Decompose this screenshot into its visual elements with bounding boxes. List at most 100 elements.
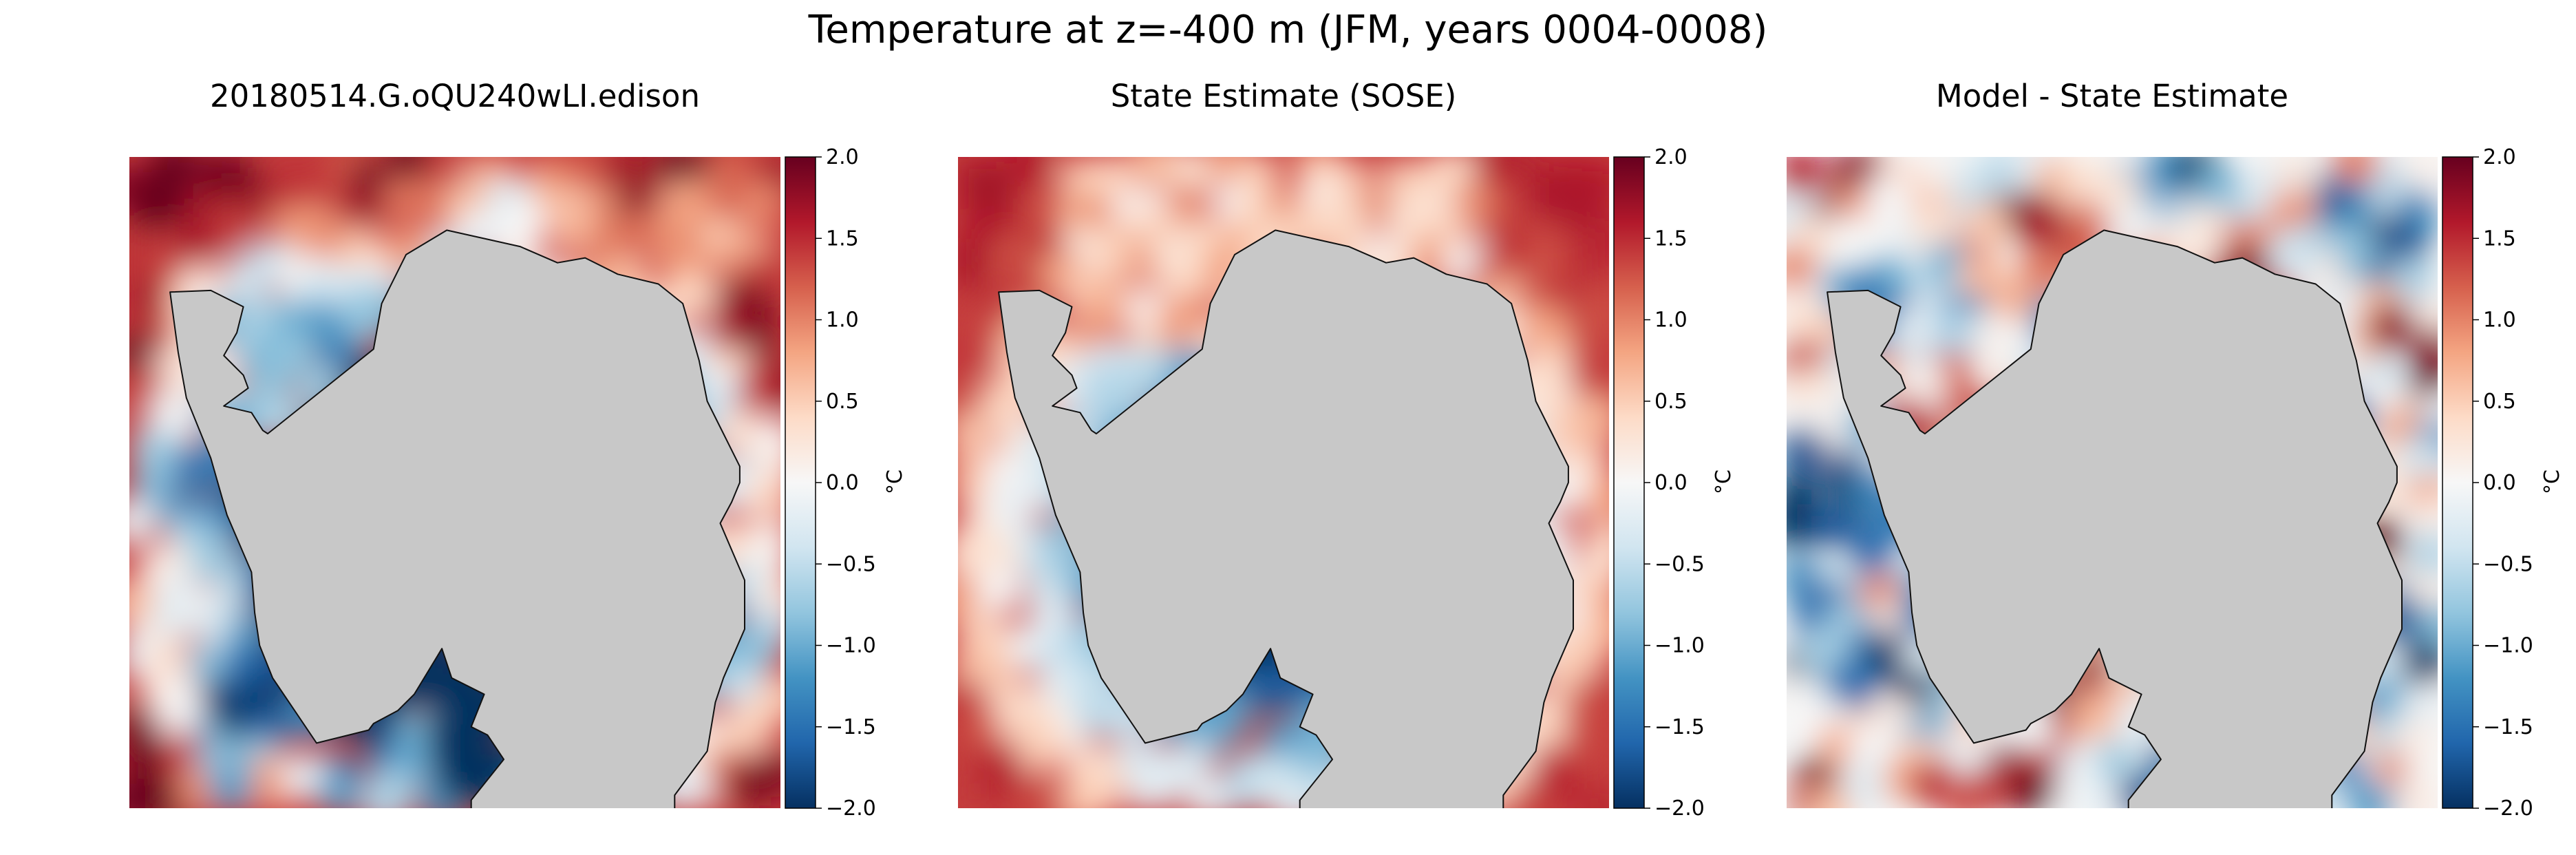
antarctica-landmass bbox=[1827, 229, 2403, 808]
colorbar-tick-label: −0.5 bbox=[2483, 552, 2533, 576]
colorbar-tick-label: −1.5 bbox=[2483, 715, 2533, 739]
colorbar-tick-label: −1.5 bbox=[826, 715, 876, 739]
colorbar-tick-label: −1.0 bbox=[1654, 634, 1705, 658]
field-cell bbox=[212, 204, 255, 248]
field-cell bbox=[620, 210, 663, 253]
field-cell bbox=[610, 157, 653, 191]
field-cell bbox=[1787, 248, 1814, 291]
panel-bias: Model - State Estimate °C 2.0 1.5 1.0 0.5 0.… bbox=[1787, 78, 2564, 821]
colorbar-state-estimate: °C 2.0 1.5 1.0 0.5 0.0 −0.5 −1.0 −1.5 −2.0 bbox=[1613, 145, 1736, 821]
colorbar-tick-label: −0.5 bbox=[1654, 552, 1705, 576]
field-cell bbox=[2394, 783, 2436, 808]
field-cell bbox=[1787, 433, 1824, 476]
field-cell bbox=[2270, 191, 2314, 234]
colorbar-tick-label: 0.0 bbox=[826, 471, 859, 495]
colorbar-tick-label: 0.0 bbox=[2483, 471, 2516, 495]
colorbar-tick-label: 1.5 bbox=[2483, 226, 2516, 251]
temperature-map-bias bbox=[1787, 157, 2438, 808]
field-cell bbox=[2370, 306, 2413, 349]
panel-title-state-estimate: State Estimate (SOSE) bbox=[1111, 78, 1457, 114]
field-cell bbox=[1136, 763, 1180, 806]
colorbar-tick-label: 1.5 bbox=[826, 226, 859, 251]
colorbar-tick-label: 1.0 bbox=[1654, 308, 1688, 332]
colorbar-tick-label: −1.0 bbox=[2483, 634, 2533, 658]
field-cell bbox=[1006, 157, 1049, 184]
field-cell bbox=[372, 770, 414, 808]
field-cell bbox=[210, 766, 253, 808]
colorbar-bar bbox=[1613, 156, 1645, 809]
field-cell bbox=[2401, 438, 2438, 481]
field-cell bbox=[1186, 777, 1229, 808]
field-cell bbox=[1809, 788, 1853, 808]
field-cell bbox=[1834, 218, 1877, 260]
antarctica-landmass bbox=[169, 229, 745, 808]
colorbar-tick-label: 1.0 bbox=[2483, 308, 2516, 332]
field-cell bbox=[2185, 207, 2228, 250]
field-cell bbox=[1577, 291, 1609, 333]
field-cell bbox=[958, 416, 993, 458]
colorbar-unit-label: °C bbox=[1712, 469, 1736, 494]
field-cell bbox=[2417, 606, 2438, 648]
field-cell bbox=[1566, 725, 1608, 768]
panel-state-estimate: State Estimate (SOSE) °C 2.0 1.5 1.0 0.5 0.0… bbox=[958, 78, 1736, 821]
field-cell bbox=[1787, 503, 1813, 546]
field-cell bbox=[553, 210, 596, 253]
temperature-map-state-estimate bbox=[958, 157, 1609, 808]
colorbar-tick-label: −2.0 bbox=[826, 796, 876, 821]
field-cell bbox=[1787, 157, 1822, 192]
colorbar-model: °C 2.0 1.5 1.0 0.5 0.0 −0.5 −1.0 −1.5 −2.0 bbox=[785, 145, 907, 821]
colorbar-tick-label: 1.0 bbox=[826, 308, 859, 332]
field-cell bbox=[1081, 766, 1124, 808]
colorbar-tick-label: −2.0 bbox=[1654, 796, 1705, 821]
field-cell bbox=[980, 757, 1023, 800]
colorbar-tick-label: 2.0 bbox=[1654, 145, 1688, 169]
field-cell bbox=[1142, 157, 1184, 185]
field-cell bbox=[1528, 240, 1571, 284]
antarctica-landmass bbox=[998, 229, 1574, 808]
colorbar-tick-label: 0.5 bbox=[826, 390, 859, 414]
colorbar-tick-label: 2.0 bbox=[826, 145, 859, 169]
colorbar-tick-label: 0.0 bbox=[1654, 471, 1688, 495]
colorbar-tick-label: 2.0 bbox=[2483, 145, 2516, 169]
field-cell bbox=[1932, 310, 1974, 353]
field-cell bbox=[1851, 529, 1894, 572]
field-cell bbox=[129, 781, 154, 808]
field-cell bbox=[1016, 783, 1059, 808]
field-cell bbox=[273, 332, 315, 376]
field-cell bbox=[1833, 666, 1876, 710]
field-cell bbox=[2391, 718, 2434, 761]
field-cell bbox=[1018, 728, 1061, 771]
field-cell bbox=[979, 569, 1021, 612]
colorbar-bar bbox=[2442, 156, 2473, 809]
field-cell bbox=[2071, 697, 2114, 739]
field-cell bbox=[1575, 398, 1609, 441]
field-cell bbox=[734, 699, 777, 743]
colorbar-tick-label: 0.5 bbox=[1654, 390, 1688, 414]
field-cell bbox=[1811, 505, 1854, 548]
temperature-map-model bbox=[129, 157, 780, 808]
colorbar-tick-label: −1.0 bbox=[826, 634, 876, 658]
field-cell bbox=[1847, 766, 1890, 808]
field-cell bbox=[2353, 785, 2396, 808]
colorbar-unit-label: °C bbox=[883, 469, 907, 494]
field-cell bbox=[144, 178, 187, 222]
colorbar-bar bbox=[785, 156, 816, 809]
panel-model: 20180514.G.oQU240wLI.edison °C 2.0 1.5 1.0… bbox=[129, 78, 907, 821]
field-cell bbox=[2400, 157, 2438, 191]
field-cell bbox=[1586, 478, 1609, 520]
field-cell bbox=[1787, 301, 1825, 344]
colorbar-unit-label: °C bbox=[2540, 469, 2564, 494]
field-cell bbox=[728, 763, 771, 806]
field-cell bbox=[152, 594, 195, 637]
field-cell bbox=[958, 334, 990, 377]
figure-title: Temperature at z=-400 m (JFM, years 0004… bbox=[808, 8, 1768, 52]
field-cell bbox=[2403, 643, 2438, 686]
panel-title-model: 20180514.G.oQU240wLI.edison bbox=[210, 78, 700, 114]
colorbar-tick-label: −0.5 bbox=[826, 552, 876, 576]
colorbar-bias: °C 2.0 1.5 1.0 0.5 0.0 −0.5 −1.0 −1.5 −2.0 bbox=[2442, 145, 2564, 821]
field-cell bbox=[739, 182, 780, 225]
panel-title-bias: Model - State Estimate bbox=[1936, 78, 2288, 114]
field-cell bbox=[129, 581, 156, 624]
field-cell bbox=[990, 482, 1034, 525]
